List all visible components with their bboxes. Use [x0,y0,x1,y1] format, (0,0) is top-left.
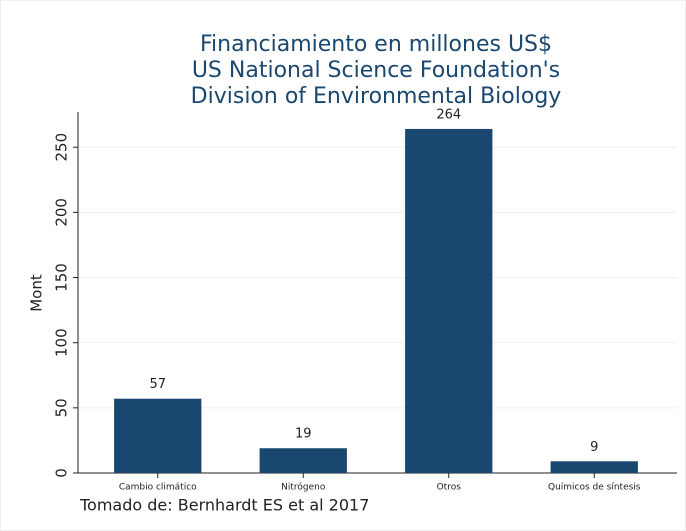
value-label: 57 [149,377,166,392]
y-tick-label: 200 [53,198,71,227]
x-tick-label: Químicos de síntesis [548,483,641,493]
value-label: 9 [590,440,598,455]
chart-title: Division of Environmental Biology [191,84,562,109]
chart-title: US National Science Foundation's [192,58,560,83]
y-axis-label: Mont [28,274,46,312]
chart-title: Financiamiento en millones US$ [200,32,552,57]
x-tick-label: Otros [437,483,462,493]
value-label: 264 [436,107,461,122]
value-label: 19 [295,427,312,442]
y-tick-label: 250 [53,133,71,162]
x-tick-label: Nitrógeno [281,482,326,493]
y-tick-label: 150 [53,263,71,292]
y-tick-label: 50 [53,398,71,417]
bar [405,128,493,473]
y-tick-label: 0 [53,468,71,478]
y-tick-label: 100 [53,328,71,357]
x-tick-label: Cambio climático [119,483,197,493]
bar [259,448,347,473]
note: Tomado de: Bernhardt ES et al 2017 [79,496,369,515]
bar [550,461,638,473]
bar [114,398,202,473]
